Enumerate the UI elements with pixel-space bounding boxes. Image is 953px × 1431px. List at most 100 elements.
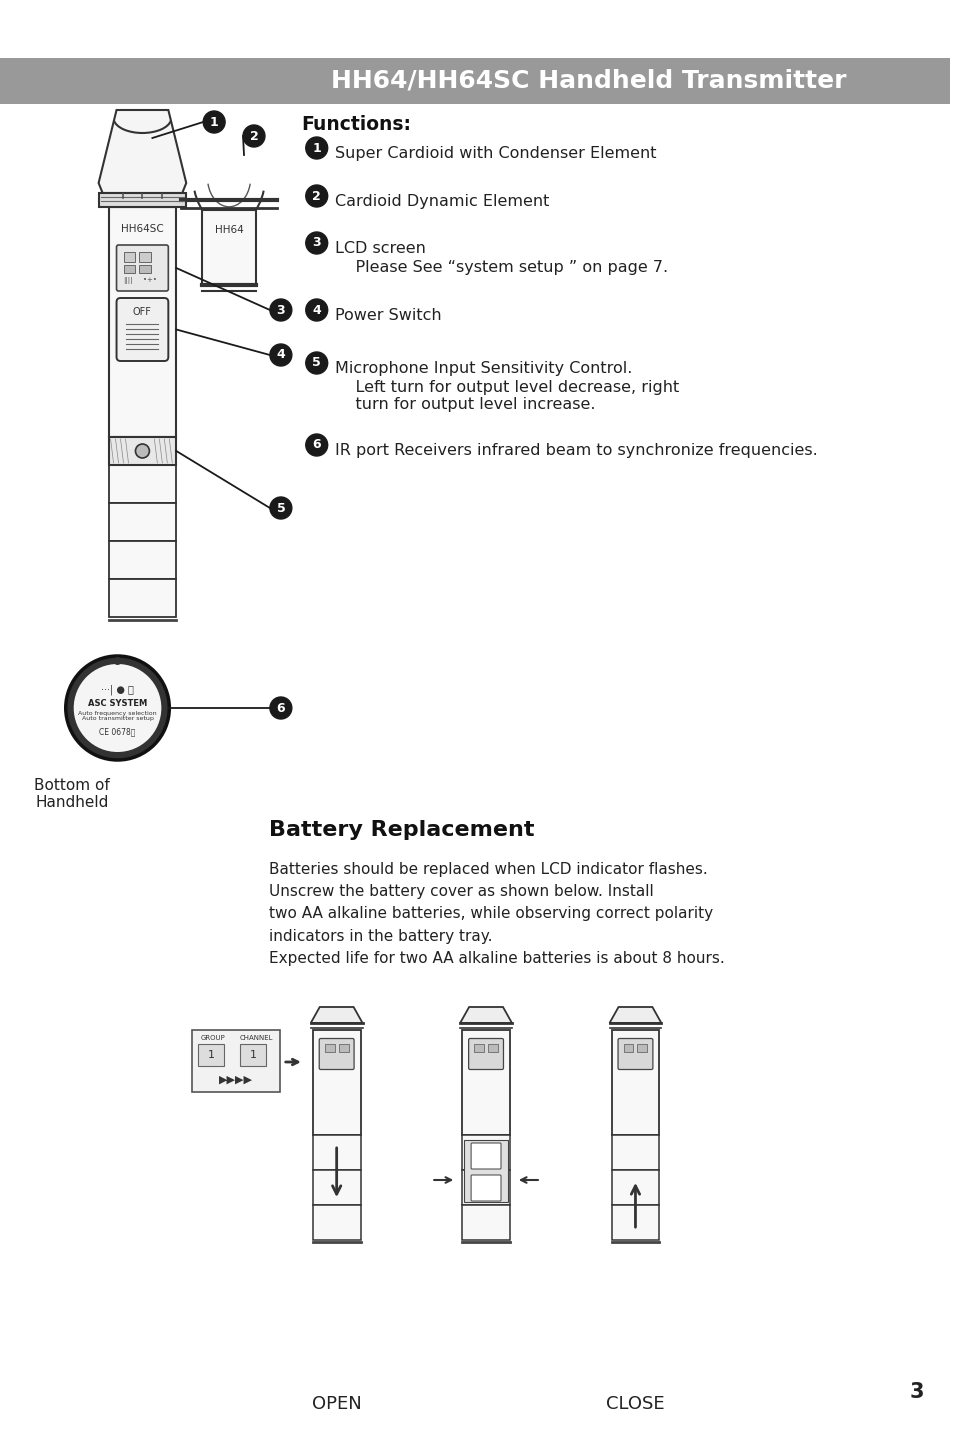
Text: IR port Receivers infrared beam to synchronize frequencies.: IR port Receivers infrared beam to synch… xyxy=(335,444,817,458)
Text: Functions:: Functions: xyxy=(300,114,411,135)
Bar xyxy=(611,1205,659,1241)
Text: CE 0678ⓘ: CE 0678ⓘ xyxy=(99,727,135,737)
Bar xyxy=(611,1135,659,1171)
Bar xyxy=(611,1171,659,1205)
Circle shape xyxy=(135,444,150,458)
Text: 2: 2 xyxy=(250,129,258,143)
Circle shape xyxy=(306,185,327,207)
Text: LCD screen: LCD screen xyxy=(335,240,425,256)
Circle shape xyxy=(270,299,292,321)
Bar xyxy=(324,1045,335,1052)
Bar xyxy=(198,1045,224,1066)
Bar xyxy=(201,210,256,285)
Bar xyxy=(464,1141,507,1202)
Text: HH64SC: HH64SC xyxy=(121,225,164,235)
Text: 5: 5 xyxy=(276,501,285,515)
Text: ||||: |||| xyxy=(123,278,132,283)
Text: 3: 3 xyxy=(908,1382,923,1402)
Text: 1: 1 xyxy=(250,1050,256,1060)
Circle shape xyxy=(306,352,327,373)
Text: HH64/HH64SC Handheld Transmitter: HH64/HH64SC Handheld Transmitter xyxy=(331,69,846,93)
Circle shape xyxy=(73,664,161,753)
Bar xyxy=(109,207,176,436)
Text: Battery Replacement: Battery Replacement xyxy=(269,820,534,840)
Polygon shape xyxy=(609,1007,660,1023)
Bar xyxy=(313,1205,360,1241)
Text: 1: 1 xyxy=(208,1050,214,1060)
FancyBboxPatch shape xyxy=(116,298,168,361)
Text: Microphone Input Sensitivity Control.: Microphone Input Sensitivity Control. xyxy=(335,361,632,376)
Text: Please See “system setup ” on page 7.: Please See “system setup ” on page 7. xyxy=(335,260,667,275)
Text: OFF: OFF xyxy=(132,308,152,318)
Circle shape xyxy=(203,112,225,133)
Bar xyxy=(313,1135,360,1171)
Circle shape xyxy=(306,434,327,456)
Text: OPEN: OPEN xyxy=(312,1395,361,1412)
Bar xyxy=(98,193,186,207)
Bar xyxy=(109,580,176,617)
FancyBboxPatch shape xyxy=(468,1039,503,1069)
Polygon shape xyxy=(459,1007,512,1023)
Text: GROUP: GROUP xyxy=(200,1035,225,1040)
Text: Auto frequency selection
Auto transmitter setup: Auto frequency selection Auto transmitte… xyxy=(78,711,156,721)
Text: 1: 1 xyxy=(312,142,321,155)
Text: ▶▶▶▶: ▶▶▶▶ xyxy=(219,1075,253,1085)
Bar xyxy=(139,252,152,262)
Circle shape xyxy=(66,655,169,760)
Bar xyxy=(313,1171,360,1205)
Bar xyxy=(637,1045,647,1052)
Bar xyxy=(109,465,176,504)
Circle shape xyxy=(243,124,265,147)
Bar xyxy=(193,1030,279,1092)
Text: HH64: HH64 xyxy=(214,225,243,235)
Bar xyxy=(109,436,176,465)
Text: ASC SYSTEM: ASC SYSTEM xyxy=(88,698,147,707)
FancyBboxPatch shape xyxy=(319,1039,354,1069)
Text: Left turn for output level decrease, right
    turn for output level increase.: Left turn for output level decrease, rig… xyxy=(335,381,679,412)
Polygon shape xyxy=(98,110,186,193)
Circle shape xyxy=(306,232,327,253)
Bar xyxy=(338,1045,348,1052)
Text: 4: 4 xyxy=(312,303,321,316)
FancyBboxPatch shape xyxy=(471,1143,500,1169)
Text: 2: 2 xyxy=(312,189,321,203)
Text: 3: 3 xyxy=(276,303,285,316)
Text: 6: 6 xyxy=(276,701,285,714)
Bar xyxy=(488,1045,497,1052)
Text: 4: 4 xyxy=(276,349,285,362)
Bar xyxy=(240,1045,266,1066)
Circle shape xyxy=(270,343,292,366)
Circle shape xyxy=(306,299,327,321)
Bar xyxy=(109,541,176,580)
Bar xyxy=(0,59,949,104)
Bar xyxy=(461,1171,510,1205)
Bar xyxy=(139,265,152,273)
Circle shape xyxy=(306,137,327,159)
Text: 5: 5 xyxy=(312,356,321,369)
FancyBboxPatch shape xyxy=(116,245,168,290)
Bar xyxy=(123,265,135,273)
Bar xyxy=(461,1135,510,1171)
Bar xyxy=(461,1030,510,1135)
Text: Super Cardioid with Condenser Element: Super Cardioid with Condenser Element xyxy=(335,146,656,162)
FancyBboxPatch shape xyxy=(618,1039,652,1069)
Text: •+•: •+• xyxy=(143,278,157,283)
Bar xyxy=(313,1030,360,1135)
Bar xyxy=(611,1030,659,1135)
Bar xyxy=(474,1045,483,1052)
Text: 3: 3 xyxy=(312,236,321,249)
Text: Batteries should be replaced when LCD indicator flashes.
Unscrew the battery cov: Batteries should be replaced when LCD in… xyxy=(269,861,724,966)
Bar xyxy=(109,504,176,541)
Polygon shape xyxy=(311,1007,362,1023)
Text: Cardioid Dynamic Element: Cardioid Dynamic Element xyxy=(335,195,549,209)
Text: Bottom of
Handheld: Bottom of Handheld xyxy=(33,778,110,810)
FancyBboxPatch shape xyxy=(471,1175,500,1201)
Bar xyxy=(461,1205,510,1241)
Text: 1: 1 xyxy=(210,116,218,129)
Text: Power Switch: Power Switch xyxy=(335,308,441,323)
Circle shape xyxy=(270,497,292,519)
Circle shape xyxy=(113,657,121,665)
Text: ···| ● ⦿: ···| ● ⦿ xyxy=(101,685,133,695)
Circle shape xyxy=(270,697,292,718)
Bar xyxy=(123,252,135,262)
